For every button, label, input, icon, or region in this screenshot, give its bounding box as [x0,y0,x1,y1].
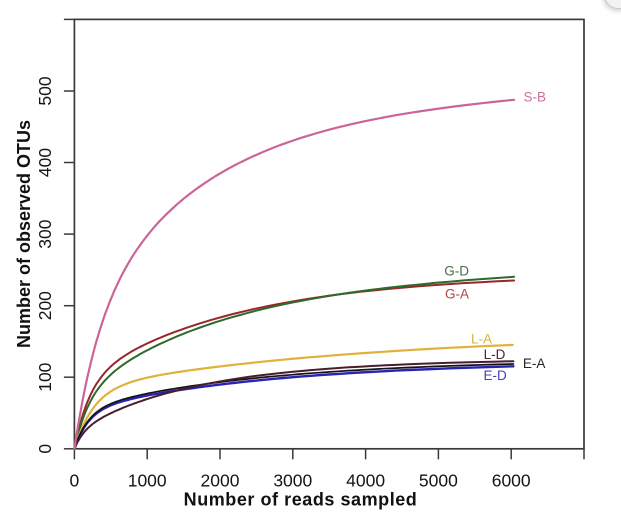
svg-text:2000: 2000 [201,471,240,491]
svg-text:5000: 5000 [419,471,458,491]
svg-text:4000: 4000 [346,471,385,491]
svg-text:G-A: G-A [445,287,469,302]
svg-text:Number of reads sampled: Number of reads sampled [184,490,418,510]
svg-text:S-B: S-B [523,90,546,105]
svg-text:L-D: L-D [484,347,506,362]
svg-text:Number of observed OTUs: Number of observed OTUs [14,120,34,348]
svg-text:0: 0 [35,444,55,454]
svg-text:300: 300 [35,219,55,248]
svg-text:E-A: E-A [523,356,546,371]
svg-text:G-D: G-D [444,264,469,279]
svg-text:E-D: E-D [483,368,507,383]
svg-text:1000: 1000 [128,471,167,491]
svg-text:100: 100 [35,362,55,391]
svg-text:0: 0 [70,471,80,491]
svg-text:6000: 6000 [492,471,531,491]
svg-text:L-A: L-A [471,332,492,347]
svg-text:500: 500 [35,76,55,105]
svg-text:200: 200 [35,291,55,320]
svg-text:400: 400 [35,148,55,177]
svg-text:3000: 3000 [273,471,312,491]
